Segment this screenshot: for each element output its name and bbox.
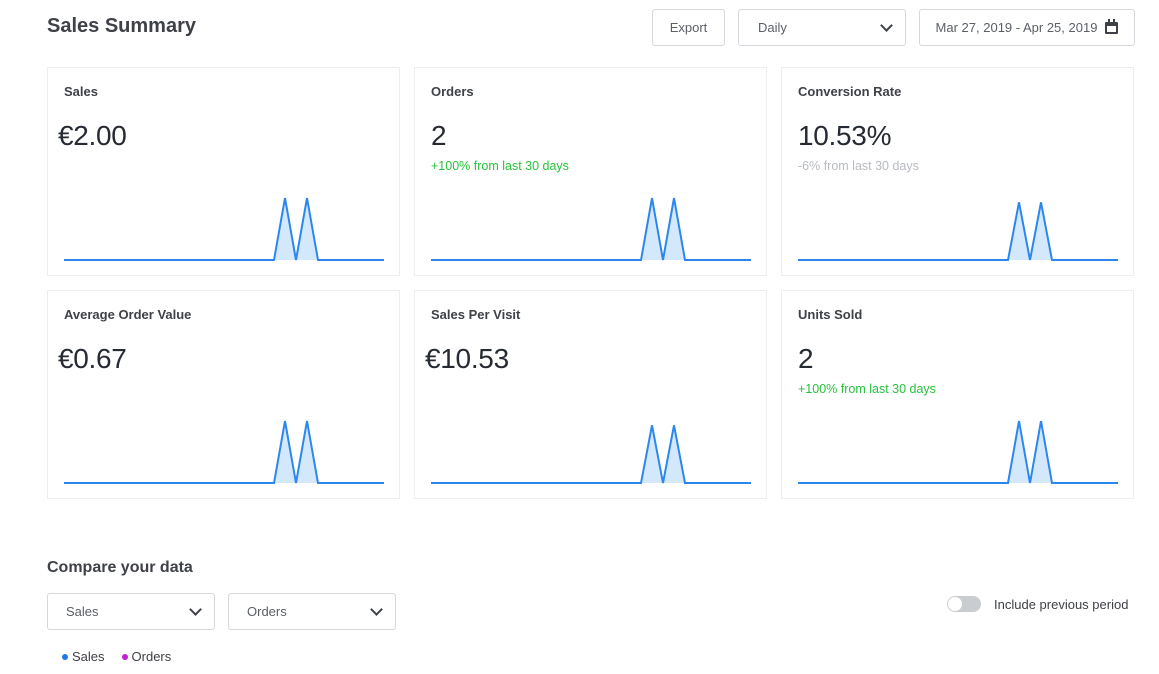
card-change: -6% from last 30 days (798, 159, 919, 173)
card-change: +100% from last 30 days (431, 159, 569, 173)
sparkline-area (1008, 202, 1052, 260)
legend-dot (121, 653, 128, 660)
metric-card-conversion-rate: Conversion Rate 10.53% -6% from last 30 … (781, 67, 1134, 276)
metric-card-orders: Orders 2 +100% from last 30 days (414, 67, 767, 276)
sparkline-line (798, 202, 1118, 261)
sparkline-chart (431, 197, 751, 261)
toggle-label: Include previous period (994, 597, 1129, 612)
sparkline-line (431, 197, 751, 261)
sparkline-line (64, 197, 384, 261)
calendar-icon (1105, 18, 1119, 34)
sparkline-chart (64, 197, 384, 261)
date-range-picker[interactable]: Mar 27, 2019 - Apr 25, 2019 (919, 9, 1135, 46)
compare-metric-b-select[interactable]: Orders (228, 593, 396, 630)
period-select-value: Daily (758, 20, 787, 35)
metric-card-average-order-value: Average Order Value €0.67 (47, 290, 400, 499)
sparkline-line (431, 425, 751, 484)
export-button[interactable]: Export (652, 9, 725, 46)
compare-section-title: Compare your data (47, 559, 193, 576)
card-value: €0.67 (58, 343, 127, 374)
card-title: Conversion Rate (798, 84, 902, 99)
legend-label: Orders (131, 649, 172, 664)
select-value: Orders (247, 604, 287, 619)
card-value: €2.00 (58, 120, 127, 151)
sparkline-chart (431, 425, 751, 484)
card-title: Sales Per Visit (431, 307, 521, 322)
card-title: Orders (431, 84, 474, 99)
legend-label: Sales (72, 649, 105, 664)
chevron-down-icon (880, 18, 893, 32)
legend-item-orders: Orders (121, 649, 172, 664)
period-select[interactable]: Daily (738, 9, 906, 46)
card-value: 2 (431, 120, 447, 151)
page-title: Sales Summary (47, 15, 196, 37)
sparkline-area (641, 198, 685, 260)
card-title: Units Sold (798, 307, 863, 322)
toggle-knob (948, 597, 962, 611)
chevron-down-icon (189, 602, 202, 616)
include-previous-period-toggle[interactable] (947, 596, 981, 612)
chevron-down-icon (370, 602, 383, 616)
card-value: 2 (798, 343, 814, 374)
sparkline-chart (798, 202, 1118, 261)
sparkline-line (798, 420, 1118, 484)
sparkline-area (274, 421, 318, 483)
legend-dot (62, 653, 68, 660)
sparkline-area (274, 198, 318, 260)
sparkline-area (1008, 421, 1052, 483)
card-value: 10.53% (798, 120, 892, 151)
metric-card-units-sold: Units Sold 2 +100% from last 30 days (781, 290, 1134, 499)
metric-card-sales: Sales €2.00 (47, 67, 400, 276)
card-title: Sales (64, 84, 98, 99)
chart-legend: Sales Orders (62, 649, 171, 664)
legend-item-sales: Sales (62, 649, 105, 664)
select-value: Sales (66, 604, 99, 619)
sparkline-area (641, 425, 685, 483)
sparkline-chart (64, 420, 384, 484)
sparkline-line (64, 420, 384, 484)
card-value: €10.53 (425, 343, 509, 374)
sparkline-chart (798, 420, 1118, 484)
compare-metric-a-select[interactable]: Sales (47, 593, 215, 630)
metric-card-sales-per-visit: Sales Per Visit €10.53 (414, 290, 767, 499)
card-change: +100% from last 30 days (798, 382, 936, 396)
date-range-text: Mar 27, 2019 - Apr 25, 2019 (935, 20, 1098, 35)
card-title: Average Order Value (64, 307, 192, 322)
